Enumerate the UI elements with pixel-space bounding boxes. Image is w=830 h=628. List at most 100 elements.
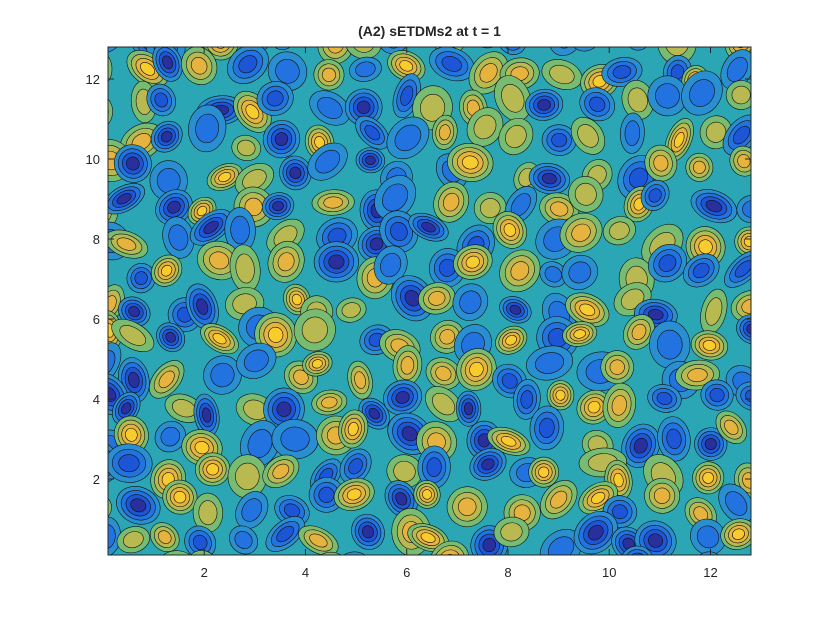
contour-level: [121, 402, 132, 415]
contour-level: [494, 47, 528, 55]
contour-level: [571, 223, 591, 242]
contour-level: [422, 489, 432, 500]
contour-level: [230, 215, 250, 245]
contour-level: [235, 253, 255, 284]
contour-level: [161, 264, 173, 277]
contour-level: [198, 500, 218, 526]
contour-level: [655, 83, 680, 109]
contour-level: [574, 182, 597, 206]
contour-level: [276, 525, 295, 543]
contour-level: [481, 458, 495, 471]
contour-level: [311, 359, 323, 369]
contour-level: [439, 329, 456, 345]
contour-level: [140, 62, 156, 76]
contour-level: [318, 486, 335, 503]
contour-level: [237, 139, 256, 157]
contour-level: [705, 297, 723, 326]
contour-level: [537, 99, 551, 111]
contour-level: [108, 202, 112, 224]
contour-level: [196, 298, 209, 315]
contour-level: [241, 498, 263, 522]
contour-level: [134, 271, 148, 285]
x-tick-label: 8: [504, 565, 511, 580]
contour-level: [480, 198, 501, 218]
contour-level: [550, 201, 569, 217]
contour-level: [420, 93, 446, 122]
contour-level: [459, 290, 482, 314]
contour-level: [404, 290, 420, 307]
contour-level: [734, 260, 751, 278]
contour-level: [555, 389, 566, 401]
contour-level: [741, 298, 751, 314]
contour-level: [277, 252, 295, 272]
contour-level: [696, 525, 720, 549]
contour-level: [268, 326, 284, 343]
contour-level: [192, 534, 208, 550]
x-tick-label: 6: [403, 565, 410, 580]
contour-level: [742, 320, 751, 338]
contour-level: [190, 57, 208, 75]
contour-level: [108, 444, 115, 479]
contour-level: [162, 55, 174, 70]
contour-level: [361, 525, 375, 539]
contour-level: [623, 47, 653, 51]
contour-level: [648, 533, 664, 548]
contour-level: [266, 90, 284, 107]
contour-level: [500, 436, 517, 447]
contour-level: [321, 67, 336, 82]
contour-level: [731, 528, 745, 540]
contour-level: [505, 125, 527, 149]
contour-level: [274, 132, 289, 146]
contour-level: [321, 396, 338, 409]
contour-level: [591, 492, 606, 504]
contour-level: [272, 201, 284, 212]
contour-level: [612, 65, 632, 79]
contour-level: [108, 47, 124, 54]
contour-level: [539, 417, 555, 438]
contour-level: [473, 114, 497, 140]
contour-level: [510, 261, 530, 281]
contour-level: [689, 79, 715, 107]
contour-level: [469, 361, 484, 378]
contour-level: [542, 172, 557, 185]
contour-level: [704, 438, 717, 451]
contour-level: [126, 156, 140, 171]
contour-level: [344, 47, 382, 60]
contour-level: [116, 193, 132, 205]
contour-level: [740, 385, 751, 407]
contour-level: [520, 390, 534, 409]
contour-level: [400, 356, 415, 375]
contour-level: [238, 55, 258, 74]
contour-level: [116, 237, 137, 251]
contour-level: [509, 304, 522, 315]
contour-level: [742, 472, 751, 489]
contour-level: [505, 334, 517, 346]
contour-level: [167, 200, 181, 214]
contour-level: [108, 350, 116, 377]
contour-level: [108, 524, 116, 549]
contour-level: [272, 463, 290, 479]
contour-level: [275, 58, 300, 84]
contour-level: [731, 85, 751, 105]
y-tick-label: 12: [86, 72, 100, 87]
contour-level: [534, 352, 565, 374]
contour-level: [736, 195, 751, 224]
contour-level: [125, 427, 138, 442]
contour-level: [648, 308, 664, 321]
contour-level: [441, 56, 463, 72]
contour-level: [395, 391, 410, 404]
contour-level: [194, 441, 210, 455]
contour-level: [346, 488, 362, 501]
contour-level: [154, 92, 168, 108]
y-tick-label: 4: [93, 392, 100, 407]
y-tick-label: 8: [93, 232, 100, 247]
contour-level: [709, 387, 725, 403]
contour-level: [212, 333, 227, 345]
contour-level: [687, 368, 708, 383]
contour-level: [203, 220, 219, 234]
contour-level: [378, 47, 415, 54]
contour-level: [482, 537, 497, 553]
contour-level: [108, 493, 112, 522]
contour-level: [648, 188, 662, 203]
